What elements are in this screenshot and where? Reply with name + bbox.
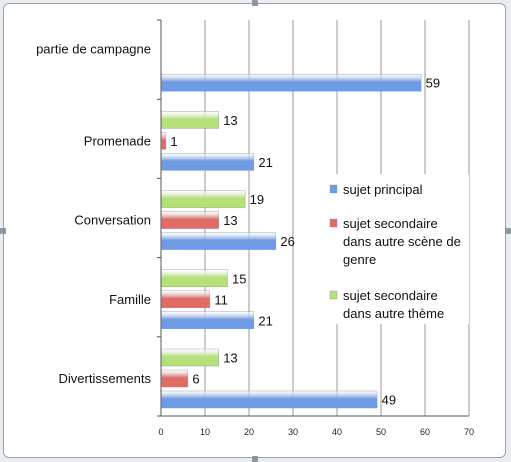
data-label: 15 — [232, 271, 246, 286]
data-label: 13 — [223, 213, 237, 228]
data-label: 6 — [192, 372, 199, 387]
legend-label: sujet secondaire — [343, 288, 438, 303]
data-label: 21 — [258, 313, 272, 328]
data-label: 49 — [382, 393, 396, 408]
bar[interactable] — [161, 153, 255, 171]
resize-handle-top[interactable] — [252, 0, 258, 6]
category-label: Divertissements — [59, 371, 152, 386]
legend-swatch — [329, 290, 338, 300]
category-label: Promenade — [84, 133, 151, 148]
x-tick-label: 10 — [200, 427, 210, 437]
chart-window: 0 10 20 30 40 50 60 70 59 partie de campagne 21 1 13… — [3, 3, 506, 458]
category-label: partie de campagne — [36, 42, 151, 57]
bar[interactable] — [161, 290, 211, 308]
x-tick-label: 30 — [288, 427, 298, 437]
data-label: 21 — [258, 155, 272, 170]
bar[interactable] — [161, 190, 246, 208]
legend-swatch — [329, 184, 338, 194]
bar[interactable] — [161, 232, 277, 250]
data-label: 13 — [223, 351, 237, 366]
x-tick-label: 20 — [244, 427, 254, 437]
bar[interactable] — [161, 132, 167, 150]
data-label: 11 — [214, 292, 228, 307]
bar[interactable] — [161, 390, 378, 409]
bar[interactable] — [161, 311, 255, 329]
data-label: 19 — [250, 192, 264, 207]
legend-label: genre — [343, 252, 376, 267]
x-tick-label: 70 — [464, 427, 474, 437]
legend-label: dans autre scène de — [343, 234, 461, 249]
resize-handle-right[interactable] — [505, 228, 511, 234]
x-tick-label: 40 — [332, 427, 342, 437]
resize-handle-bottom[interactable] — [252, 456, 258, 462]
legend-label: dans autre thème — [343, 306, 444, 321]
category-label: Famille — [109, 292, 151, 307]
x-tick-label: 50 — [376, 427, 386, 437]
x-tick-label: 60 — [420, 427, 430, 437]
bar[interactable] — [161, 348, 219, 367]
legend-background — [324, 174, 469, 324]
x-tick-label: 0 — [158, 427, 163, 437]
bar[interactable] — [161, 211, 219, 229]
legend-swatch — [329, 218, 338, 228]
data-label: 13 — [223, 113, 237, 128]
data-label: 26 — [280, 234, 294, 249]
bar[interactable] — [161, 73, 422, 92]
bar[interactable] — [161, 111, 219, 129]
category-label: Conversation — [74, 213, 151, 228]
resize-handle-left[interactable] — [0, 228, 6, 234]
data-label: 1 — [170, 134, 177, 149]
bar-chart: 0 10 20 30 40 50 60 70 59 partie de campagne 21 1 13… — [36, 19, 474, 437]
legend-label: sujet secondaire — [343, 216, 438, 231]
legend-label: sujet principal — [343, 182, 423, 197]
bar[interactable] — [161, 369, 189, 388]
data-label: 59 — [426, 76, 440, 91]
bar[interactable] — [161, 269, 228, 287]
